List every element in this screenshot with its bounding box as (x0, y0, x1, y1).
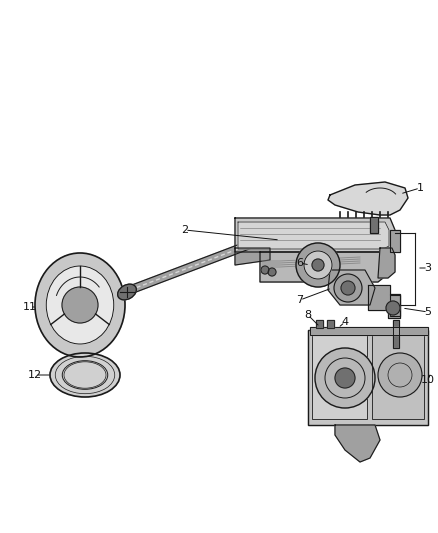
Ellipse shape (50, 353, 120, 397)
Bar (316, 320, 323, 328)
Bar (390, 294, 400, 316)
Text: 10: 10 (421, 375, 435, 385)
Circle shape (261, 266, 269, 274)
Polygon shape (328, 270, 375, 305)
Circle shape (304, 251, 332, 279)
Text: 4: 4 (342, 317, 349, 327)
Polygon shape (368, 285, 400, 318)
Text: 3: 3 (424, 263, 431, 273)
Text: 2: 2 (181, 225, 189, 235)
Circle shape (268, 268, 276, 276)
Text: 1: 1 (417, 183, 424, 193)
Text: 12: 12 (28, 370, 42, 380)
Circle shape (312, 259, 324, 271)
Polygon shape (129, 231, 276, 294)
Circle shape (335, 368, 355, 388)
Circle shape (378, 353, 422, 397)
Bar (393, 320, 399, 348)
Polygon shape (238, 222, 389, 249)
Circle shape (386, 301, 400, 315)
Bar (312, 334, 367, 419)
Text: 8: 8 (304, 310, 311, 320)
Polygon shape (235, 218, 395, 252)
Bar (393, 320, 399, 348)
Bar (327, 320, 334, 328)
Text: 11: 11 (23, 302, 37, 312)
Circle shape (62, 287, 98, 323)
Bar (372, 334, 424, 419)
Bar (310, 327, 428, 335)
Polygon shape (328, 182, 408, 215)
Bar (316, 320, 323, 328)
Ellipse shape (35, 253, 125, 357)
Bar (370, 217, 378, 233)
Text: 6: 6 (297, 258, 304, 268)
Bar (312, 334, 367, 419)
Text: 5: 5 (424, 307, 431, 317)
Ellipse shape (46, 266, 114, 344)
Polygon shape (378, 248, 395, 278)
Bar (390, 230, 400, 252)
Bar (370, 217, 378, 233)
Bar (372, 334, 424, 419)
Circle shape (296, 243, 340, 287)
Circle shape (334, 274, 362, 302)
Polygon shape (235, 248, 270, 265)
Text: 7: 7 (297, 295, 304, 305)
Bar (308, 330, 428, 425)
Bar (310, 327, 428, 335)
Polygon shape (260, 252, 383, 282)
Ellipse shape (118, 284, 136, 300)
Circle shape (341, 281, 355, 295)
Bar (390, 294, 400, 316)
Bar (327, 320, 334, 328)
Circle shape (315, 348, 375, 408)
Bar (308, 330, 428, 425)
Bar (390, 230, 400, 252)
Polygon shape (335, 425, 380, 462)
